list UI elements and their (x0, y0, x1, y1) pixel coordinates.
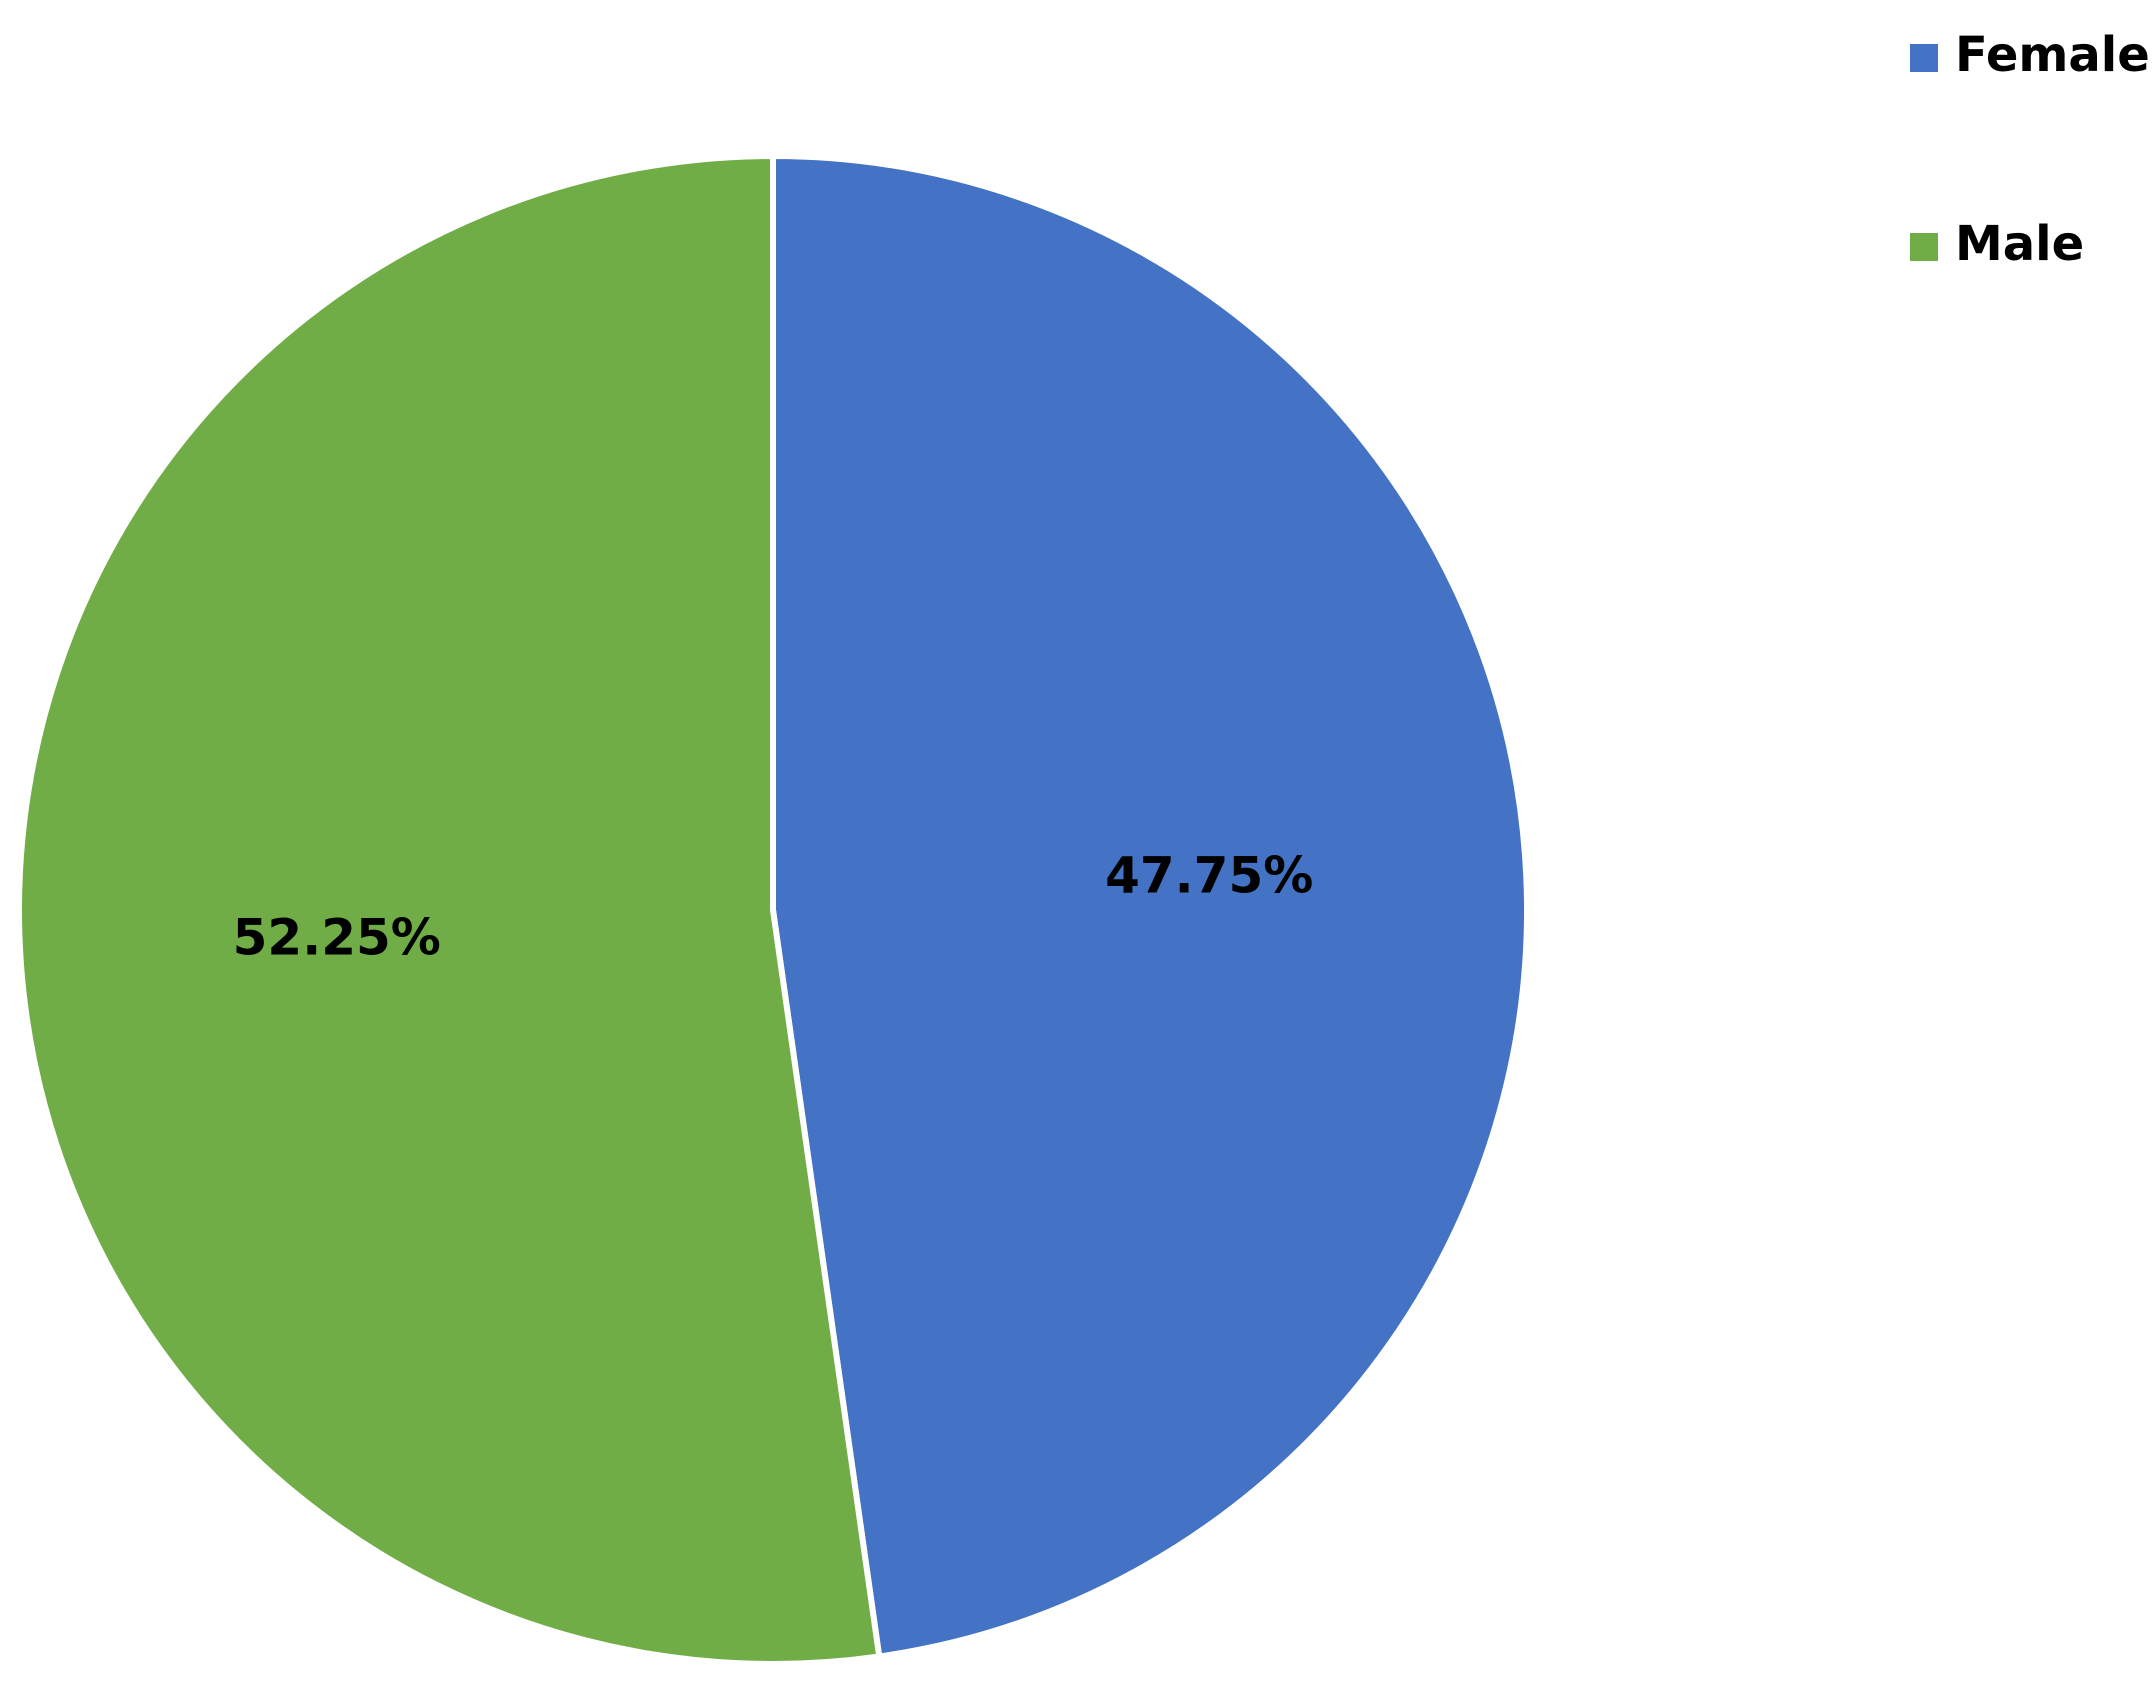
data-label: 52.25% (233, 908, 441, 966)
pie-slice (770, 152, 1531, 1660)
legend-swatch (1910, 44, 1938, 72)
pie-slice (16, 152, 883, 1667)
legend-label: Male (1955, 216, 2084, 272)
data-label: 47.75% (1105, 847, 1313, 905)
legend-swatch (1910, 233, 1938, 261)
legend-label: Female (1955, 27, 2150, 83)
